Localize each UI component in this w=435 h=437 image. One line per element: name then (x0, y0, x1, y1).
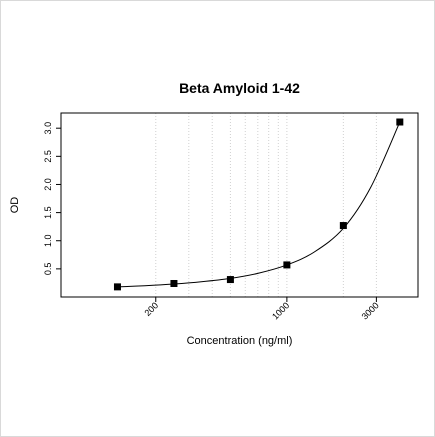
x-axis-label: Concentration (ng/ml) (187, 335, 293, 347)
plot-area-frame (60, 112, 419, 298)
y-tick-label: 1.0 (43, 234, 53, 247)
y-axis-ticks: 0.5 1.0 1.5 2.0 2.5 3.0 (43, 122, 61, 275)
y-tick-label: 2.5 (43, 150, 53, 163)
y-axis-label: OD (9, 197, 21, 214)
gridlines (155, 113, 377, 297)
data-point (113, 283, 121, 291)
y-tick-label: 0.5 (43, 263, 53, 276)
data-point (339, 222, 347, 230)
data-point (283, 261, 291, 269)
chart-title: Beta Amyloid 1-42 (179, 80, 300, 96)
fit-curve (117, 121, 401, 288)
x-tick-label: 200 (142, 300, 160, 318)
y-tick-label: 2.0 (43, 178, 53, 191)
data-points (113, 118, 404, 291)
x-tick-label: 3000 (360, 300, 381, 321)
y-tick-label: 3.0 (43, 122, 53, 135)
y-tick-label: 1.5 (43, 206, 53, 219)
x-tick-label: 1000 (270, 300, 291, 321)
x-axis-ticks: 200 1000 3000 (142, 297, 381, 322)
data-point (396, 118, 404, 126)
data-point (170, 279, 178, 287)
data-point (226, 276, 234, 284)
